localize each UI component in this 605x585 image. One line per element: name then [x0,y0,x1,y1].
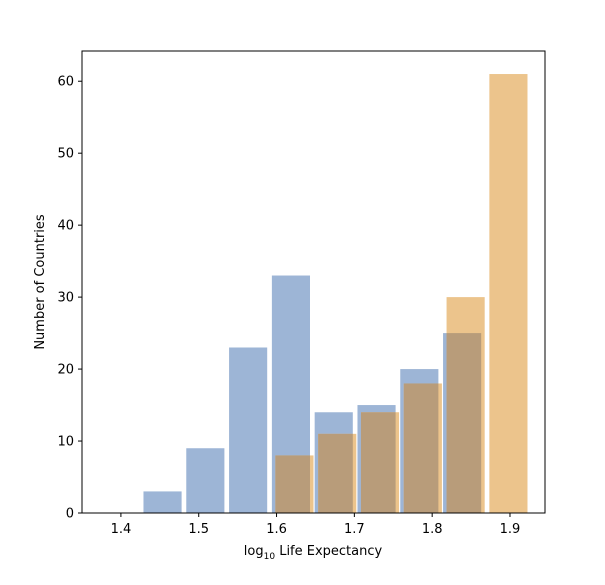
x-tick-label-4: 1.7 [344,522,365,537]
bar-overlap-5 [446,333,482,513]
x-tick-label-3: 1.6 [266,522,287,537]
x-tick-label-2: 1.5 [188,522,209,537]
plot-frame [81,50,546,514]
x-tick-label-6: 1.9 [500,522,521,537]
y-tick-label-2: 10 [57,435,74,450]
x-axis-label-suffix: Life Expectancy [275,544,382,559]
bar-series-2-6 [489,74,528,513]
y-tick-label-6: 50 [57,147,74,162]
y-tick-label-4: 30 [57,291,74,306]
bar-series-1-1 [143,491,182,513]
bar-overlap-3 [360,412,396,513]
x-axis: 1.4 1.5 1.6 1.7 1.8 1.9 [111,513,521,537]
x-tick-label-1: 1.4 [111,522,132,537]
x-axis-label: log10 Life Expectancy [244,544,383,562]
x-tick-label-5: 1.8 [422,522,443,537]
y-tick-label-7: 60 [57,75,74,90]
bar-series-1-2 [186,448,225,513]
y-tick-label-1: 0 [66,507,74,522]
bar-overlap-4 [403,383,439,513]
y-axis: 0 10 20 30 40 50 60 [57,75,82,522]
bars-layer [143,74,528,513]
y-axis-label: Number of Countries [33,214,48,350]
bar-overlap-1 [275,455,310,513]
x-axis-label-subscript: 10 [264,552,276,562]
y-tick-label-3: 20 [57,363,74,378]
bar-series-1-3 [229,347,268,513]
y-tick-label-5: 40 [57,219,74,234]
x-axis-label-prefix: log [244,544,264,559]
bar-overlap-2 [318,433,353,513]
